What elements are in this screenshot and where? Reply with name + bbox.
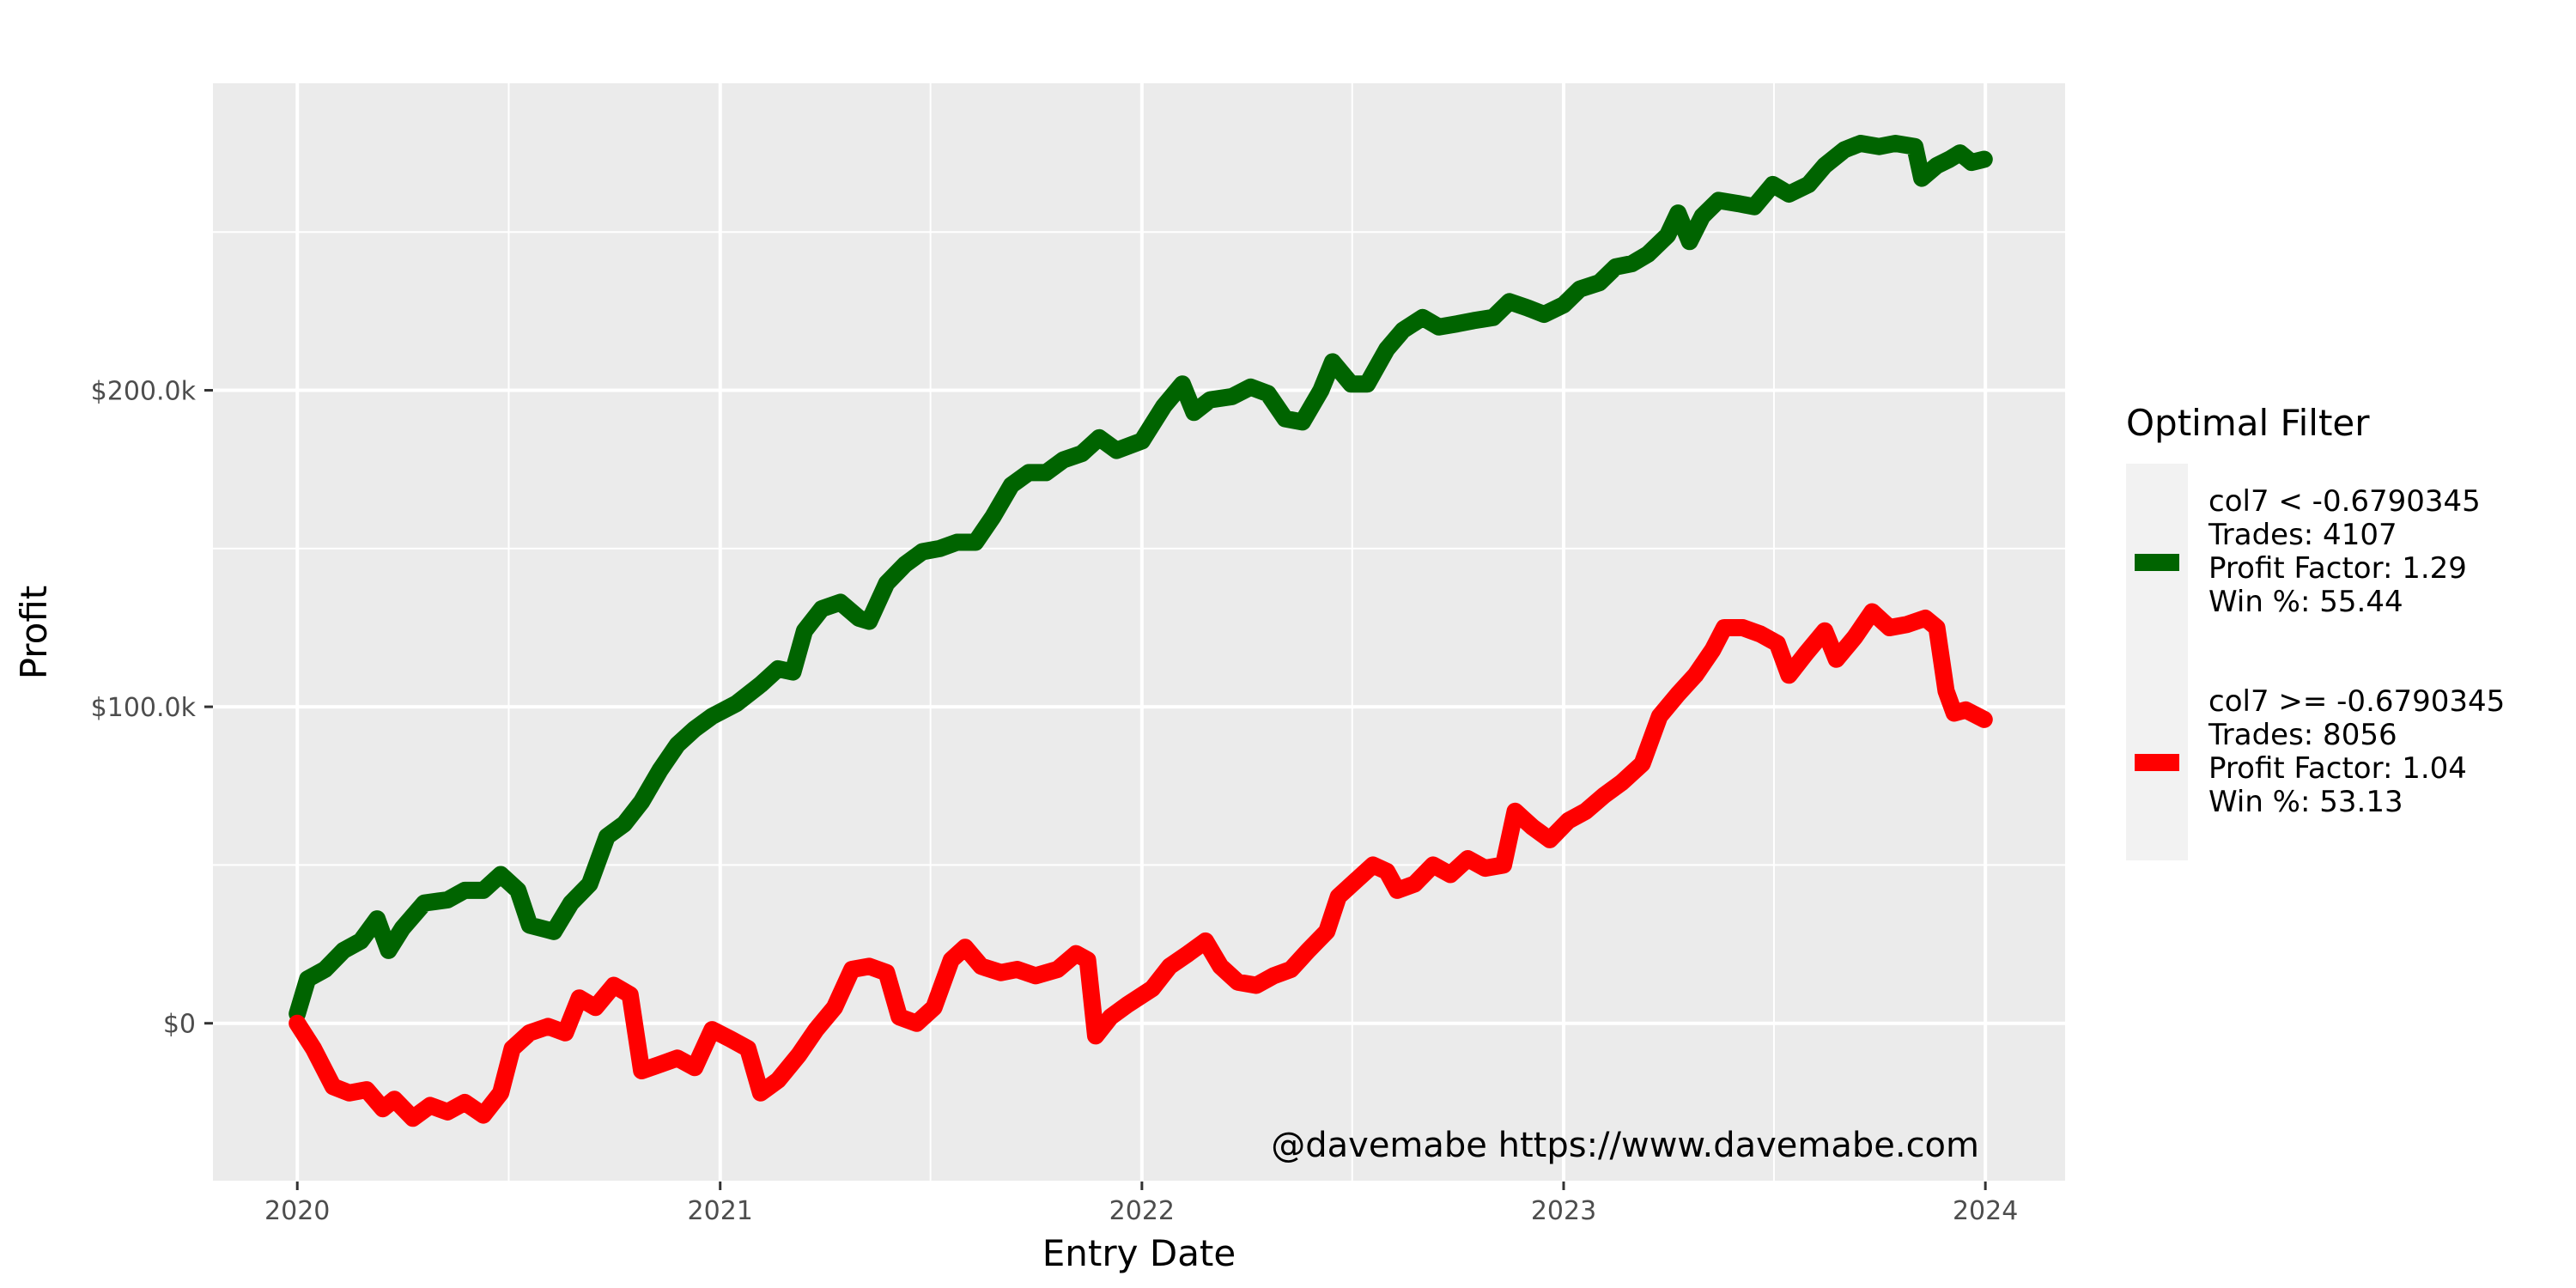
axes: $0 $100.0k $200.0k 2020 2021 2022 2023 2024 (91, 377, 2019, 1226)
x-tick-label: 2020 (264, 1196, 330, 1226)
legend-label-2-line-2: Trades: 8056 (2208, 718, 2397, 752)
x-axis-title: Entry Date (1042, 1232, 1236, 1274)
legend-key-background (2126, 464, 2188, 860)
y-tick-label: $100.0k (91, 693, 197, 723)
plot-panel (213, 83, 2065, 1182)
x-tick-label: 2022 (1109, 1196, 1175, 1226)
legend-label-2-line-1: col7 >= -0.6790345 (2208, 684, 2505, 719)
series-line-1 (289, 135, 1993, 1023)
y-axis-title: Profit (13, 586, 55, 680)
legend-label-1-line-4: Win %: 55.44 (2208, 585, 2403, 619)
legend-label-1-line-2: Trades: 4107 (2208, 518, 2397, 552)
legend-label-1-line-3: Profit Factor: 1.29 (2208, 551, 2467, 586)
watermark-annotation: @davemabe https://www.davemabe.com (1271, 1126, 1979, 1165)
series-layer (289, 135, 1993, 1127)
legend-label-1-line-1: col7 < -0.6790345 (2208, 484, 2481, 519)
y-tick-label: $0 (163, 1010, 196, 1040)
x-tick-label: 2024 (1953, 1196, 2018, 1226)
legend-label-2-line-3: Profit Factor: 1.04 (2208, 751, 2467, 786)
legend-label-2-line-4: Win %: 53.13 (2208, 785, 2403, 819)
series-line-2 (289, 603, 1993, 1127)
legend-title: Optimal Filter (2126, 402, 2370, 444)
y-tick-label: $200.0k (91, 377, 197, 407)
x-tick-label: 2021 (688, 1196, 753, 1226)
x-tick-label: 2023 (1531, 1196, 1596, 1226)
legend: Optimal Filter col7 < -0.6790345Trades: … (2126, 402, 2505, 860)
